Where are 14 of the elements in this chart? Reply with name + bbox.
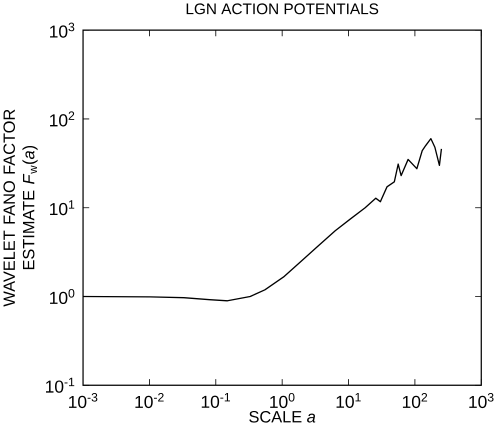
- y-tick-label: 10$^{-1}$: [46, 378, 74, 393]
- y-tick-label: 10$^{0}$: [50, 288, 74, 304]
- x-tick-label: 10$^{3}$: [469, 393, 494, 408]
- y-tick-label: 10$^{3}$: [50, 22, 74, 38]
- y-tick-label: 10$^{1}$: [50, 200, 74, 216]
- y-tick-label: 10$^{2}$: [50, 111, 74, 126]
- x-tick-label: 10$^{-2}$: [135, 393, 164, 408]
- x-tick-label: 10$^{-3}$: [69, 393, 98, 408]
- chart-title: LGN ACTION POTENTIALS: [186, 3, 378, 14]
- x-tick-label: 10$^{0}$: [270, 393, 294, 408]
- x-axis-title: SCALE a: [249, 411, 316, 423]
- x-tick-label: 10$^{1}$: [336, 393, 361, 408]
- x-tick-label: 10$^{2}$: [402, 393, 428, 408]
- x-tick-label: 10$^{-1}$: [202, 393, 230, 408]
